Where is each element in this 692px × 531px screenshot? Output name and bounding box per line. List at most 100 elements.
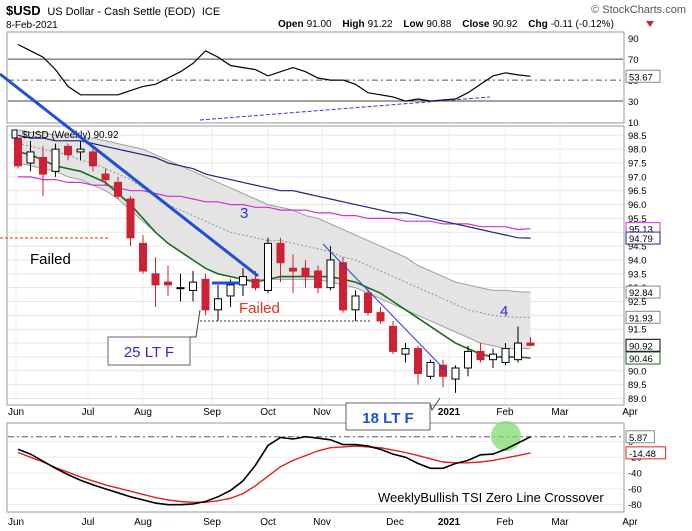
candle-body xyxy=(139,242,147,272)
price-value-tag-box xyxy=(625,231,661,245)
failed-mid-label: Failed xyxy=(239,300,280,317)
band-lower-line xyxy=(17,162,531,350)
price-value-tag: 95.13 xyxy=(629,225,653,236)
blue-downtrend-line xyxy=(0,72,259,278)
candle-body xyxy=(51,148,60,172)
price-legend-icon xyxy=(11,129,18,139)
crossover-highlight xyxy=(491,421,521,451)
tsi-signal-tag-box xyxy=(625,446,667,460)
price-candle xyxy=(326,246,335,291)
price-candle xyxy=(239,268,247,296)
candle-body xyxy=(26,151,35,164)
price-value-tag: 90.46 xyxy=(629,354,653,365)
price-y-tick: 98.0 xyxy=(628,145,647,156)
price-candle xyxy=(151,257,160,308)
candle-body xyxy=(101,173,110,181)
candle-body xyxy=(301,267,310,278)
symbol: $USD xyxy=(6,3,41,18)
price-candle xyxy=(439,359,447,388)
price-candle xyxy=(51,143,60,177)
price-candle xyxy=(364,287,372,316)
tsi-x-tick: Nov xyxy=(313,517,331,528)
price-value-tag: 91.93 xyxy=(629,313,653,324)
box2-label: 18 LT F xyxy=(362,410,413,427)
candle-body xyxy=(276,242,285,264)
box1-pointer xyxy=(184,309,201,338)
tsi-x-axis: Jun Jul Aug Sep Oct Nov Dec 2021 Feb Mar Apr xyxy=(8,517,639,528)
top-y-tick: 70 xyxy=(628,55,639,66)
price-candle xyxy=(289,254,297,294)
price-candle xyxy=(426,359,435,380)
top-y-tick: 10 xyxy=(628,118,639,129)
price-candle xyxy=(314,265,322,294)
chart-header: $USD US Dollar - Cash Settle (EOD) ICE 8… xyxy=(6,3,686,31)
price-x-tick: Nov xyxy=(313,407,331,418)
tsi-signal-tag: -14.48 xyxy=(629,449,656,460)
price-value-tag-box xyxy=(625,310,661,324)
symbol-title: $USD US Dollar - Cash Settle (EOD) ICE xyxy=(6,3,220,18)
price-candle xyxy=(376,307,385,324)
top-grid xyxy=(8,58,623,102)
box2 xyxy=(345,402,431,431)
price-candle xyxy=(101,168,110,186)
candle-body xyxy=(314,270,322,289)
price-value-tag-box xyxy=(625,285,661,299)
price-candle xyxy=(351,290,360,321)
price-y-tick: 95.5 xyxy=(628,214,647,225)
price-y-axis: 98.598.097.597.096.596.095.595.094.594.0… xyxy=(625,131,661,405)
box2-pointer xyxy=(429,397,441,412)
price-candle xyxy=(276,237,285,283)
price-candle xyxy=(214,284,222,321)
tsi-x-tick: 2021 xyxy=(438,517,461,528)
price-candle xyxy=(164,265,172,296)
box1-label: 25 LT F xyxy=(124,344,174,361)
tsi-x-tick: Jul xyxy=(82,517,95,528)
top-indicator-line xyxy=(17,43,531,102)
tsi-series xyxy=(17,435,531,506)
price-y-tick: 97.0 xyxy=(628,172,647,183)
price-value-tag: 94.79 xyxy=(629,234,653,245)
price-value-tag-box xyxy=(625,338,661,352)
tsi-x-tick: Aug xyxy=(134,517,152,528)
candle-body xyxy=(126,198,135,239)
candle-body xyxy=(414,348,422,375)
price-candle xyxy=(264,237,272,294)
candle-body xyxy=(501,348,510,363)
candle-body xyxy=(176,287,185,290)
wave4-label: 4 xyxy=(500,303,508,320)
price-candle xyxy=(489,348,497,368)
wave3-label: 3 xyxy=(240,205,248,222)
candle-body xyxy=(151,273,160,286)
price-candle xyxy=(114,176,122,200)
ma-magenta-line xyxy=(18,176,531,231)
price-candle xyxy=(501,343,510,366)
price-candle xyxy=(389,320,397,355)
tsi-x-tick: Oct xyxy=(260,517,276,528)
price-x-tick: Oct xyxy=(260,407,276,418)
price-x-tick: Jun xyxy=(8,407,24,418)
tsi-value-tag-box xyxy=(625,430,655,444)
candle-body xyxy=(239,276,247,286)
candle-body xyxy=(351,295,360,311)
candle-body xyxy=(89,151,97,167)
candle-body xyxy=(526,342,535,346)
price-candle xyxy=(26,140,35,172)
candle-body xyxy=(401,348,410,355)
price-candle xyxy=(451,365,460,393)
candle-body xyxy=(389,325,397,352)
price-y-tick: 89.0 xyxy=(628,394,647,405)
ma-navy-line xyxy=(17,134,531,239)
price-y-tick: 97.5 xyxy=(628,159,647,170)
band-upper-line xyxy=(17,129,531,293)
candle-body xyxy=(476,350,485,361)
price-value-tag: 90.92 xyxy=(629,341,653,352)
candle-body xyxy=(214,298,222,311)
candle-body xyxy=(439,364,447,377)
price-candle xyxy=(176,273,185,302)
chart-date: 8-Feb-2021 xyxy=(6,20,58,31)
tsi-y-axis: 0-20-40-60-805.87-14.48 xyxy=(625,430,667,511)
candle-body xyxy=(64,145,72,156)
price-candle xyxy=(464,345,472,377)
price-y-tick: 89.5 xyxy=(628,380,647,391)
